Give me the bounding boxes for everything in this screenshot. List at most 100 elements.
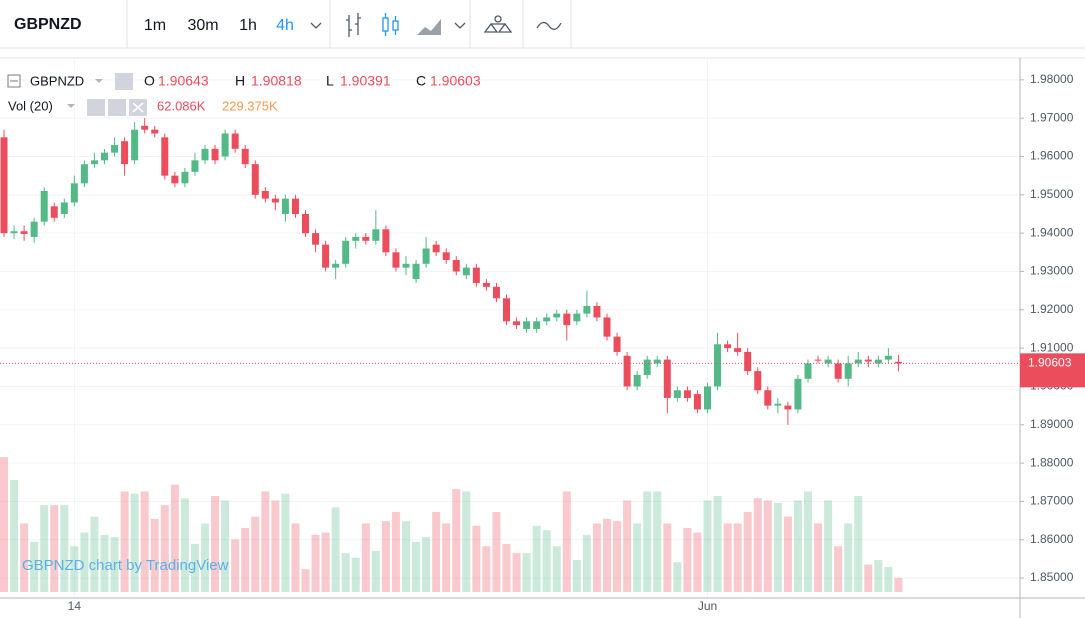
candle-body <box>131 129 139 161</box>
style-menu[interactable] <box>454 22 466 29</box>
close-label: C <box>416 73 426 89</box>
candle-body <box>312 233 320 245</box>
candle-body <box>291 198 299 214</box>
volume-bar <box>190 544 199 592</box>
toolbar-bg <box>0 0 1085 48</box>
candle-body <box>704 386 711 410</box>
candle-body <box>623 355 631 387</box>
interval-menu[interactable] <box>310 22 322 29</box>
volume-bar <box>60 505 69 592</box>
volume-bar <box>834 546 843 592</box>
settings-icon[interactable] <box>108 99 126 116</box>
volume-bar <box>321 532 330 592</box>
volume-bar <box>40 505 49 592</box>
compare-icon[interactable] <box>536 21 562 30</box>
candle-body <box>332 263 340 268</box>
volume-bar <box>341 553 350 592</box>
interval-button[interactable]: 30m <box>187 17 218 34</box>
volume-bar <box>412 541 421 592</box>
volume-bar <box>824 500 833 592</box>
open-value: 1.90643 <box>158 73 209 89</box>
area-style-icon[interactable] <box>417 19 441 35</box>
low-value: 1.90391 <box>340 73 391 89</box>
candle-body <box>472 267 480 283</box>
volume-bar <box>492 512 501 592</box>
bar-style-icon[interactable] <box>346 13 361 37</box>
candle-body <box>492 286 500 299</box>
volume-bar <box>552 546 561 592</box>
symbol[interactable]: GBPNZD <box>14 16 82 33</box>
eye-icon[interactable] <box>87 99 105 116</box>
volume-bar <box>462 491 471 592</box>
candle-body <box>50 206 58 218</box>
volume-bar <box>542 530 551 592</box>
volume-bar <box>814 523 823 592</box>
candle-body <box>864 359 872 362</box>
volume-bar <box>713 496 722 592</box>
high-value: 1.90818 <box>251 73 302 89</box>
candle-body <box>673 390 681 398</box>
y-tick-label: 1.98000 <box>1030 72 1074 86</box>
volume-bar <box>562 491 571 592</box>
volume-bar <box>422 537 431 592</box>
legend-menu[interactable] <box>95 79 103 83</box>
collapse-icon[interactable] <box>7 74 21 88</box>
volume-bar <box>291 523 300 592</box>
volume-bar <box>592 523 601 592</box>
chart-bg <box>0 58 1085 618</box>
candle-body <box>784 405 792 410</box>
volume-bar <box>663 523 672 592</box>
volume-bar <box>261 491 270 592</box>
volume-bar <box>613 521 622 592</box>
volume-bar <box>522 553 531 592</box>
volume-bar <box>894 577 903 592</box>
toolbar: GBPNZD <box>0 0 1085 49</box>
interval-button[interactable]: 1h <box>239 17 257 34</box>
candle-body <box>80 164 88 184</box>
y-tick-label: 1.94000 <box>1030 225 1074 239</box>
y-tick-label: 1.91000 <box>1030 340 1074 354</box>
volume-bar <box>623 500 632 592</box>
y-tick-label: 1.96000 <box>1030 149 1074 163</box>
candle-body <box>523 321 531 329</box>
volume-bar <box>100 534 109 592</box>
indicators-icon[interactable] <box>483 15 513 33</box>
volume-bar <box>241 528 250 592</box>
candle-style-icon[interactable] <box>382 13 399 36</box>
open-label: O <box>144 73 155 89</box>
candle-body <box>824 359 832 364</box>
candle-body <box>603 317 611 337</box>
candle-body <box>251 164 259 195</box>
volume-bar <box>231 539 240 592</box>
volume-menu[interactable] <box>67 104 75 108</box>
candle-body <box>724 344 732 349</box>
volume-bar <box>653 491 662 592</box>
candle-body <box>392 252 400 268</box>
watermark: GBPNZD chart by TradingView <box>22 557 229 574</box>
candle-body <box>422 248 430 264</box>
volume-bar <box>211 496 220 592</box>
volume-bar <box>793 500 802 592</box>
y-tick-label: 1.87000 <box>1030 494 1074 508</box>
eye-icon[interactable] <box>115 73 133 90</box>
volume-bar <box>783 516 792 592</box>
volume-bar <box>110 537 119 592</box>
remove-cross <box>132 102 144 113</box>
volume-bar <box>80 532 89 592</box>
volume-bar <box>160 505 169 592</box>
candle-body <box>231 133 239 149</box>
volume-bar <box>693 532 702 592</box>
legend: GBPNZD O 1.90643 H 1.90818 L 1.90391 C 1… <box>7 73 481 116</box>
interval-button[interactable]: 4h <box>276 17 294 34</box>
y-tick-label: 1.88000 <box>1030 455 1074 469</box>
volume-bar <box>643 491 652 592</box>
candle-body <box>382 229 390 253</box>
interval-button[interactable]: 1m <box>144 17 166 34</box>
candle-body <box>60 202 68 214</box>
y-tick-label: 1.97000 <box>1030 110 1074 124</box>
volume-bar <box>20 523 29 592</box>
candle-body <box>302 213 309 234</box>
candle-body <box>412 263 420 280</box>
volume-bar <box>301 569 310 592</box>
